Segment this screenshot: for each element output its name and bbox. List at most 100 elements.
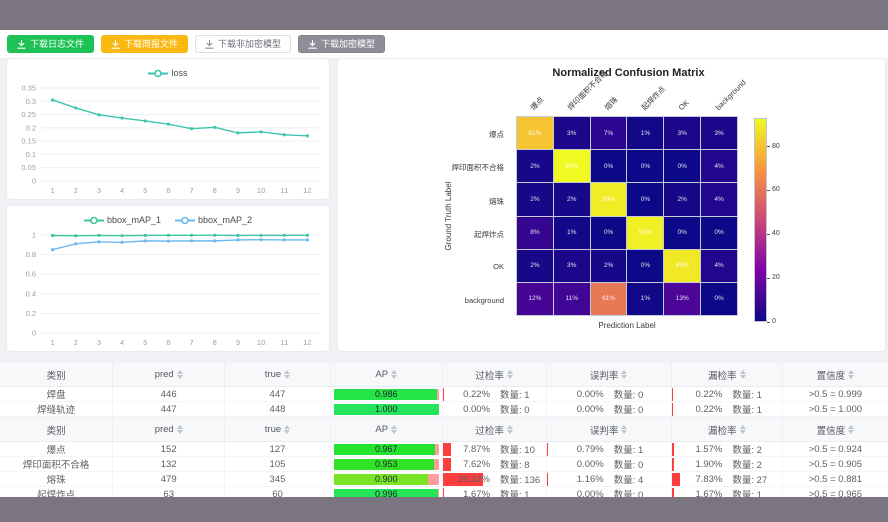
header-label: 过检率 [475,370,504,382]
ap-cell: 0.986 [330,386,443,402]
sort-icon[interactable] [176,425,183,434]
over-detection-cell: 7.87% 数量: 10 [442,441,547,457]
sort-icon[interactable] [391,425,398,434]
sort-icon[interactable] [391,370,398,379]
svg-text:12: 12 [303,186,311,195]
colorbar-tick-mark [767,321,770,323]
rate-count: 数量: 136 [500,475,541,486]
ap-value: 0.986 [374,389,398,399]
sort-icon[interactable] [848,425,855,434]
cm-cell: 0% [664,216,701,249]
rate-percent: 0.00% [576,458,604,470]
category-cell: 焊印面积不合格 [0,456,114,472]
button-label: 下载加密模型 [321,38,376,49]
cm-cell: 1% [627,117,664,150]
sort-icon[interactable] [621,370,628,379]
col-header-ap[interactable]: AP [330,418,443,442]
rate-count: 数量: 2 [732,445,762,456]
col-header-true[interactable]: true [224,418,331,442]
svg-text:6: 6 [166,338,170,347]
col-header-over-detection-rate[interactable]: 过检率 [442,363,547,387]
legend-item-loss[interactable]: loss [148,68,188,78]
over-detection-cell: 7.62% 数量: 8 [442,456,547,472]
toolbar: 下载日志文件 下载简报文件 下载非加密模型 下载加密模型 [0,30,888,58]
ap-value: 0.900 [374,474,398,484]
header-label: pred [154,369,174,380]
svg-text:0.25: 0.25 [21,110,36,119]
col-header-true[interactable]: true [224,363,331,387]
colorbar-tick-mark [767,189,770,191]
sort-icon[interactable] [621,425,628,434]
bottom-chrome-bar [0,497,888,522]
table-row: 焊盘 446 447 0.986 0.22% 数量: 1 0.00% 数量: 0 0.22% 数量… [0,386,888,402]
rate-percent: 0.22% [695,388,723,400]
colorbar-tick-label: 80 [772,142,780,150]
table-row: 焊印面积不合格 132 105 0.953 7.62% 数量: 8 0.00% 数量: 0 1.… [0,456,888,472]
confusion-matrix-grid: 81% 3% 7% 1% 3% 3% 2% 93% 0% 0% 0% 4% 2% 2% 90% 0% 2% 4% 8… [516,116,738,316]
cm-cell: 3% [553,117,590,150]
rate-count: 数量: 1 [500,390,530,401]
col-header-pred[interactable]: pred [112,418,226,442]
svg-text:5: 5 [143,338,147,347]
colorbar-tick-label: 40 [772,230,780,238]
svg-text:0.05: 0.05 [21,163,36,172]
loss-chart-card: loss 0 0.05 0.1 0.15 0.2 0.25 0.3 0.35 1 2 3 4 5 6 7 8 9… [6,58,330,200]
download-log-file-button[interactable]: 下载日志文件 [7,35,95,53]
rate-bar [671,442,674,456]
sort-icon[interactable] [284,370,291,379]
svg-text:0.15: 0.15 [21,137,36,146]
col-header-confidence[interactable]: 置信度 [782,363,888,387]
sort-icon[interactable] [176,370,183,379]
rate-percent: 7.62% [463,458,491,470]
header-label: 漏检率 [708,370,737,382]
svg-text:0: 0 [32,177,36,186]
col-header-missed-detection-rate[interactable]: 漏检率 [671,363,783,387]
col-header-misjudgment-rate[interactable]: 误判率 [546,418,672,442]
rate-count: 数量: 1 [732,390,762,401]
download-unencrypted-model-button[interactable]: 下载非加密模型 [195,35,292,53]
category-cell: 焊盘 [0,386,114,402]
bbox-map-chart-legend: bbox_mAP_1 bbox_mAP_2 [7,206,329,230]
header-label: 误判率 [589,370,619,382]
sort-icon[interactable] [848,370,855,379]
col-header-confidence[interactable]: 置信度 [782,418,888,442]
svg-text:8: 8 [213,338,217,347]
misjudgment-cell: 1.16% 数量: 4 [546,471,672,487]
cm-cell: 2% [553,183,590,216]
coarse-metrics-table: 类别 pred true AP 过检率 误判率 漏检率 置信度 焊盘 446 447 0.986 0.2… [0,363,888,417]
sort-icon[interactable] [284,425,291,434]
legend-item-bbox_mAP_2[interactable]: bbox_mAP_2 [175,215,252,225]
rate-count: 数量: 0 [613,460,644,471]
legend-item-bbox_mAP_1[interactable]: bbox_mAP_1 [83,215,161,225]
col-header-ap[interactable]: AP [330,363,443,387]
cm-cell: 4% [701,183,737,216]
cm-cell: 3% [664,117,701,150]
cm-row-label: 熔珠 [489,196,504,206]
cm-cell: 91% [627,216,664,249]
sort-icon[interactable] [506,425,513,434]
download-report-file-button[interactable]: 下载简报文件 [101,35,189,53]
cm-cell: 81% [517,117,553,150]
download-encrypted-model-button[interactable]: 下载加密模型 [298,35,386,53]
sort-icon[interactable] [506,370,513,379]
true-cell: 447 [224,386,331,402]
category-cell: 焊缝轨迹 [0,401,114,417]
ap-cell: 1.000 [330,401,443,417]
pred-cell: 447 [112,401,226,417]
button-label: 下载非加密模型 [218,38,282,49]
sort-icon[interactable] [739,370,746,379]
download-icon [17,39,26,49]
cm-row-label: background [464,295,504,305]
col-header-pred[interactable]: pred [112,363,226,387]
cm-cell: 0% [627,183,664,216]
pred-cell: 479 [112,471,226,487]
header-label: AP [375,369,389,380]
col-header-over-detection-rate[interactable]: 过检率 [442,418,547,442]
col-header-missed-detection-rate[interactable]: 漏检率 [671,418,783,442]
sort-icon[interactable] [739,425,746,434]
cm-cell: 4% [701,249,737,282]
download-icon [308,39,317,49]
svg-text:0.8: 0.8 [26,250,36,259]
header-label: 类别 [46,370,66,382]
col-header-misjudgment-rate[interactable]: 误判率 [546,363,672,387]
